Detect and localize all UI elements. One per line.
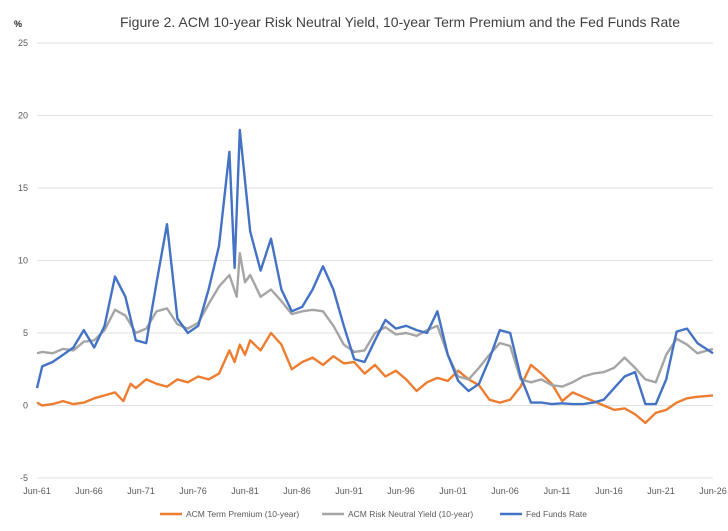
y-tick-label: 25 [18, 38, 28, 48]
x-tick-label: Jun-91 [335, 486, 363, 496]
x-tick-label: Jun-81 [231, 486, 259, 496]
legend-label: Fed Funds Rate [526, 509, 587, 519]
y-tick-label: 20 [18, 111, 28, 121]
y-unit-label: % [14, 19, 22, 29]
x-tick-label: Jun-76 [179, 486, 207, 496]
x-tick-label: Jun-11 [544, 486, 571, 496]
x-tick-label: Jun-01 [439, 486, 467, 496]
x-tick-label: Jun-66 [75, 486, 103, 496]
y-axis: 25 20 15 10 5 0 -5 [18, 38, 28, 483]
legend: ACM Term Premium (10-year) ACM Risk Neutr… [160, 509, 587, 519]
x-tick-label: Jun-21 [647, 486, 675, 496]
y-tick-label: 0 [23, 401, 28, 411]
legend-label: ACM Term Premium (10-year) [186, 509, 299, 519]
x-tick-label: Jun-71 [127, 486, 155, 496]
x-tick-label: Jun-86 [283, 486, 311, 496]
y-tick-label: 10 [18, 256, 28, 266]
x-tick-label: Jun-96 [387, 486, 415, 496]
y-tick-label: 15 [18, 183, 28, 193]
x-tick-label: Jun-26 [699, 486, 727, 496]
y-tick-label: 5 [23, 328, 28, 338]
x-tick-label: Jun-61 [23, 486, 51, 496]
series-line-2 [35, 128, 714, 406]
x-tick-label: Jun-16 [595, 486, 623, 496]
series-line-0 [36, 331, 714, 425]
x-tick-label: Jun-06 [491, 486, 519, 496]
series-line-1 [36, 252, 714, 388]
chart-title: Figure 2. ACM 10-year Risk Neutral Yield… [120, 14, 680, 30]
series-lines [35, 128, 714, 425]
x-axis: Jun-61 Jun-66 Jun-71 Jun-76 Jun-81 Jun-86 Jun-… [23, 486, 727, 496]
legend-label: ACM Risk Neutral Yield (10-year) [348, 509, 473, 519]
y-tick-label: -5 [20, 473, 28, 483]
gridlines [37, 42, 713, 479]
